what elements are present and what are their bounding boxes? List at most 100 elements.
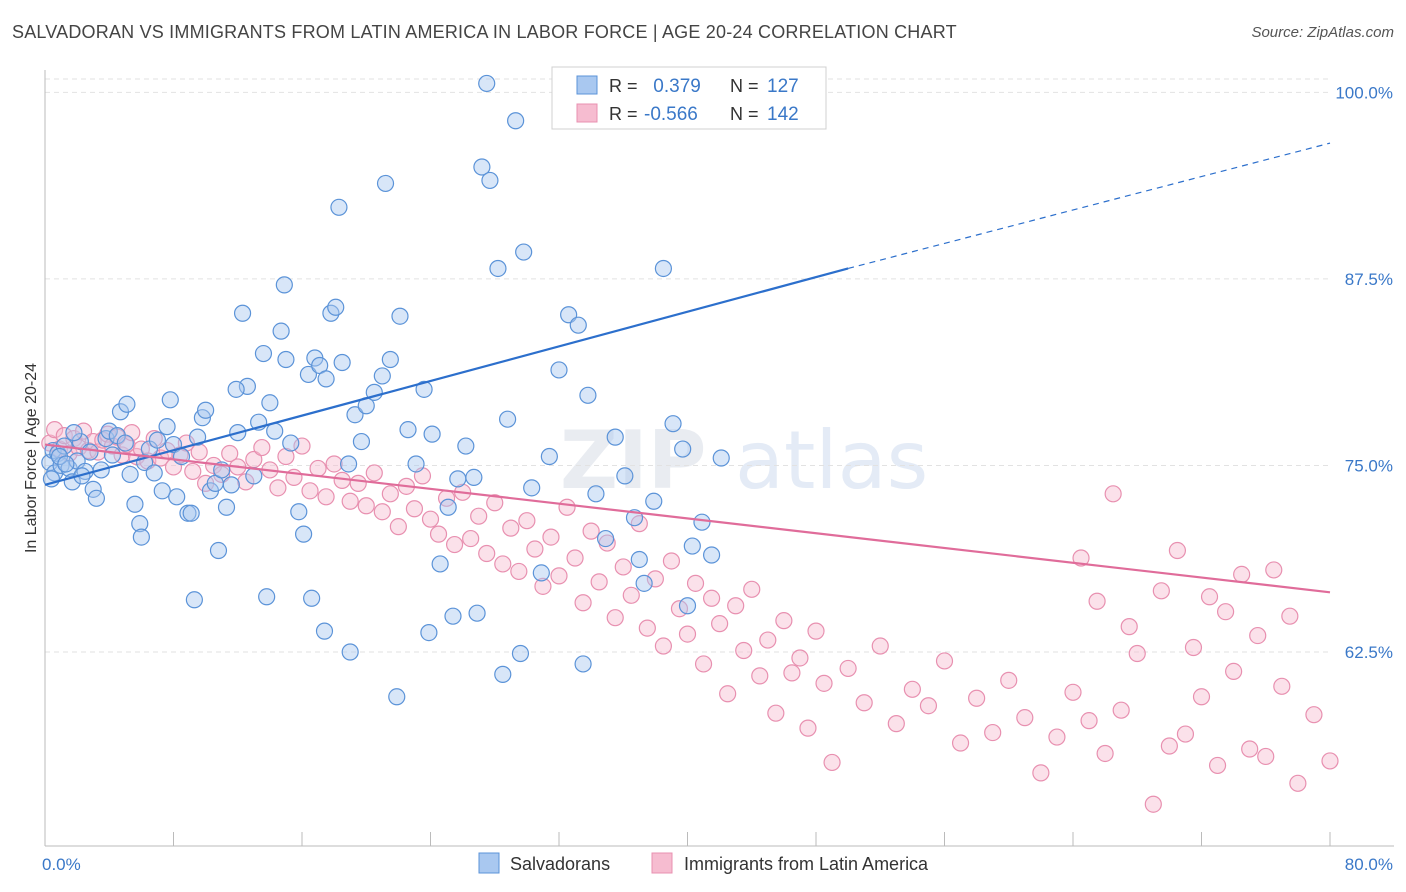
point-immigrants-65 [486,494,504,512]
y-axis-title: In Labor Force | Age 20-24 [23,363,40,553]
point-immigrants-124 [1096,744,1114,763]
point-immigrants-104 [799,719,817,737]
point-salvadorans-40 [197,401,215,419]
point-immigrants-63 [470,507,488,525]
point-immigrants-128 [1160,737,1178,755]
point-salvadorans-128 [118,395,136,413]
point-immigrants-86 [654,637,673,655]
point-immigrants-39 [277,447,295,466]
point-immigrants-111 [887,715,905,733]
point-immigrants-147 [1216,603,1235,621]
series-salvadorans-points [41,74,730,706]
point-immigrants-55 [405,500,424,518]
point-salvadorans-122 [494,665,512,683]
point-immigrants-101 [775,612,793,630]
point-salvadorans-87 [507,112,525,130]
point-salvadorans-56 [282,434,300,452]
point-salvadorans-131 [275,276,293,294]
point-salvadorans-88 [515,243,533,261]
point-immigrants-80 [606,609,624,627]
point-salvadorans-73 [391,307,409,325]
point-salvadorans-123 [511,644,530,663]
point-salvadorans-125 [630,550,648,569]
point-salvadorans-12 [57,455,75,473]
point-salvadorans-67 [346,406,364,424]
y-tick-label-3: 100.0% [1335,83,1393,102]
grid [45,78,1330,653]
point-immigrants-41 [293,437,311,455]
point-salvadorans-117 [341,643,359,661]
point-salvadorans-106 [683,537,701,555]
point-salvadorans-20 [103,446,122,464]
y-tick-label-2: 87.5% [1345,270,1393,289]
point-salvadorans-82 [465,468,483,486]
point-salvadorans-90 [532,564,550,582]
legend-n-value-pink: 142 [767,104,799,125]
point-immigrants-75 [566,549,584,567]
point-immigrants-91 [694,655,713,673]
point-immigrants-62 [462,529,480,548]
point-immigrants-142 [1120,618,1138,636]
point-immigrants-90 [686,574,705,592]
watermark-zip: ZIP [560,414,706,507]
point-salvadorans-77 [423,425,441,443]
point-salvadorans-51 [254,344,273,363]
axes [44,70,1394,847]
point-immigrants-115 [951,734,970,752]
point-immigrants-32 [221,444,239,463]
source-label: Source: ZipAtlas.com [1251,24,1394,41]
point-salvadorans-25 [126,495,144,513]
series-immigrants-points [41,421,1339,813]
point-salvadorans-76 [415,380,433,398]
bottom-legend-label-immigrants: Immigrants from Latin America [684,854,929,874]
point-immigrants-107 [823,753,841,772]
point-immigrants-120 [1032,764,1050,782]
point-salvadorans-124 [574,655,592,673]
point-salvadorans-95 [579,386,597,404]
point-immigrants-146 [1200,588,1219,606]
point-salvadorans-85 [489,259,507,278]
trend-immigrants [44,443,1331,594]
point-immigrants-108 [839,659,857,678]
point-salvadorans-97 [596,529,615,548]
point-immigrants-71 [534,577,552,595]
point-salvadorans-29 [145,464,163,482]
point-immigrants-89 [678,625,697,643]
point-salvadorans-111 [132,528,150,546]
point-immigrants-105 [807,622,825,640]
point-salvadorans-126 [678,597,697,615]
point-immigrants-137 [1305,706,1323,724]
bottom-legend-swatch-immigrants [651,852,673,874]
point-immigrants-131 [1208,756,1227,775]
point-immigrants-122 [1064,683,1082,701]
point-salvadorans-84 [481,171,499,190]
trend-salvadorans-extension [847,142,1331,270]
x-tick-label-1: 80.0% [1345,855,1393,874]
point-salvadorans-31 [153,482,171,500]
point-salvadorans-99 [616,467,634,485]
legend-swatch-blue [576,75,598,95]
point-immigrants-99 [759,631,777,649]
point-immigrants-44 [317,488,335,506]
point-salvadorans-96 [587,485,605,503]
point-salvadorans-129 [161,391,179,409]
point-immigrants-150 [1265,561,1283,579]
point-immigrants-17 [123,424,141,442]
point-salvadorans-113 [209,541,228,560]
point-salvadorans-65 [333,353,351,372]
point-immigrants-52 [381,485,399,503]
point-immigrants-138 [1321,752,1339,770]
point-salvadorans-114 [258,588,276,606]
point-immigrants-119 [1016,709,1034,727]
y-tick-label-0: 62.5% [1345,643,1393,662]
point-salvadorans-134 [478,74,496,93]
point-salvadorans-107 [693,513,711,531]
point-immigrants-53 [389,518,407,536]
point-immigrants-60 [445,535,464,554]
point-salvadorans-26 [131,515,149,533]
point-salvadorans-23 [116,434,134,452]
point-salvadorans-133 [376,174,395,193]
point-salvadorans-105 [674,440,692,458]
y-tick-labels: 62.5% 75.0% 87.5% 100.0% [1335,83,1393,662]
point-immigrants-92 [702,589,721,607]
